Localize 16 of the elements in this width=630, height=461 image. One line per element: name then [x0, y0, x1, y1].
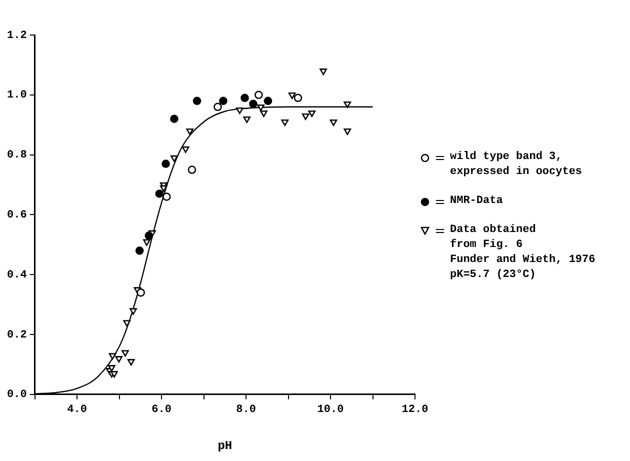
- y-tick-label: 0.4: [6, 269, 28, 282]
- legend-label: Data obtained from Fig. 6 Funder and Wieth, 1976 pK=5.7 (23°C): [450, 223, 596, 283]
- y-tick-label: 1.0: [6, 90, 27, 102]
- x-tick-label: 6.0: [152, 404, 172, 416]
- x-axis-title: pH: [218, 438, 232, 453]
- legend-label: wild type band 3, expressed in oocytes: [450, 150, 582, 180]
- y-tick-label: 0.6: [6, 209, 27, 222]
- y-tick-label: 1.2: [6, 30, 27, 42]
- legend-label: NMR-Data: [450, 194, 503, 209]
- x-tick-label: 12.0: [402, 404, 428, 416]
- y-tick-label: 0.8: [6, 150, 28, 162]
- x-tick-label: 8.0: [236, 404, 256, 416]
- y-tick-label: 0.2: [6, 329, 27, 342]
- x-tick-label: 4.0: [67, 404, 87, 416]
- x-tick-label: 10.0: [317, 404, 344, 416]
- y-tick-label: 0.0: [6, 389, 27, 402]
